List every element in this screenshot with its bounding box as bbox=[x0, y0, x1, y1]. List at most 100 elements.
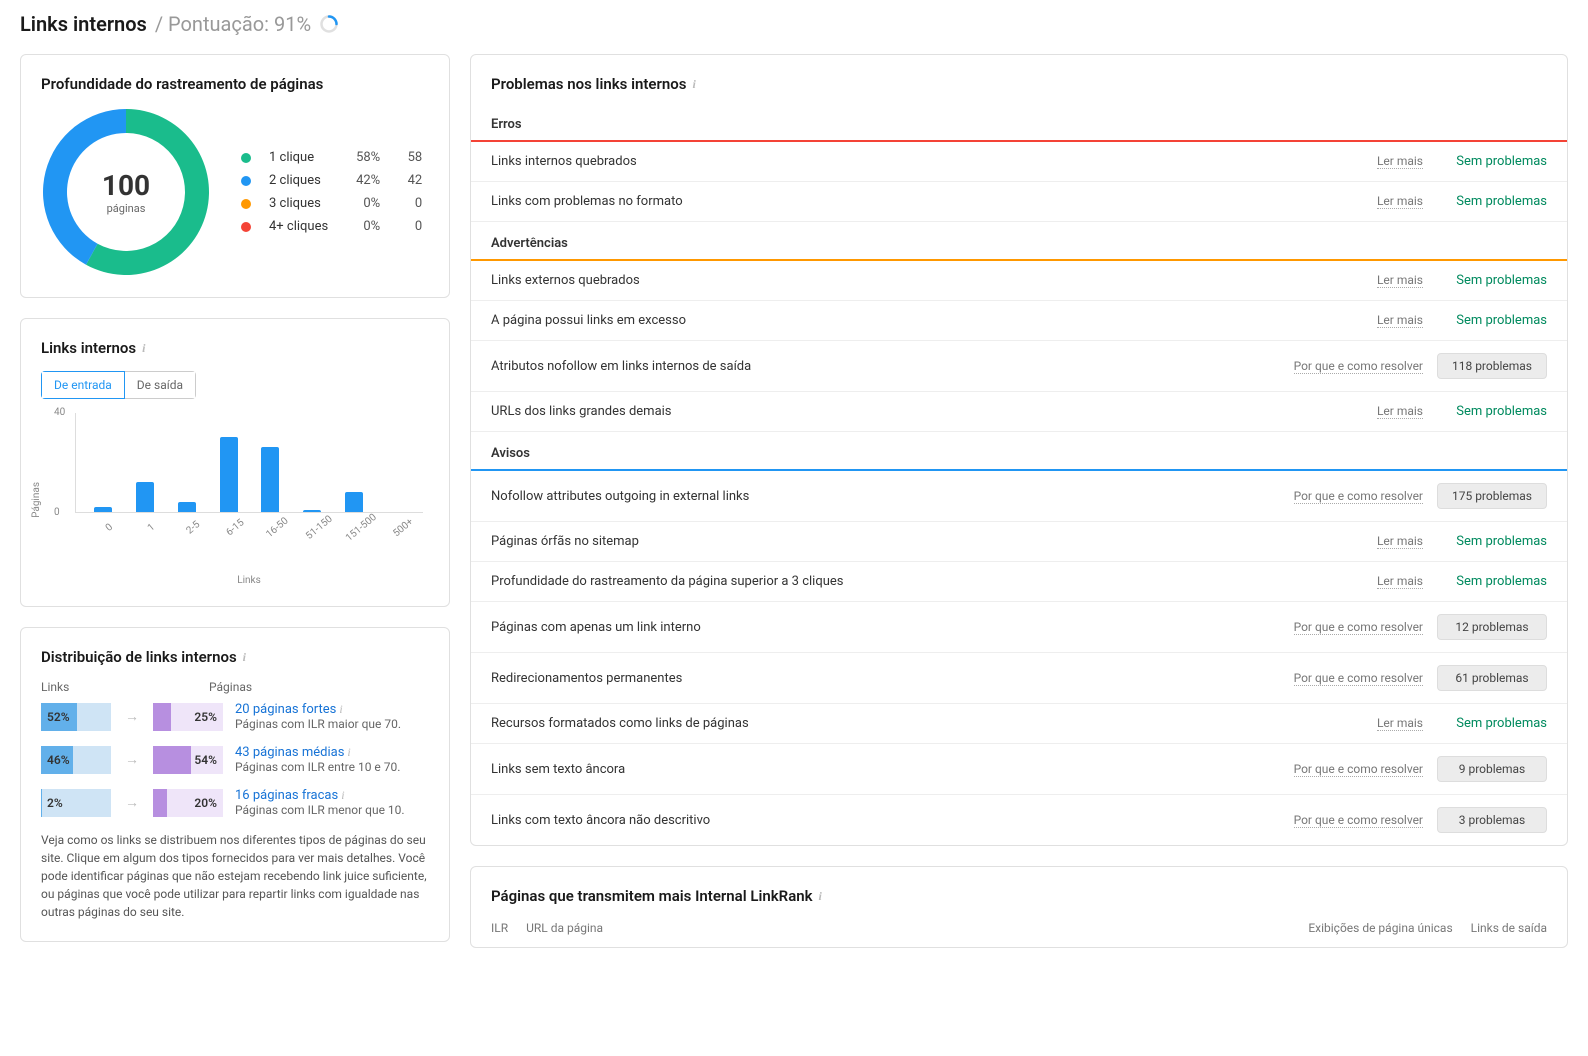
resolve-link[interactable]: Por que e como resolver bbox=[1294, 489, 1423, 504]
dist-link[interactable]: 20 páginas fortes bbox=[235, 702, 336, 717]
read-more-link[interactable]: Ler mais bbox=[1377, 194, 1423, 209]
info-icon[interactable]: i bbox=[243, 650, 246, 665]
donut-center-sub: páginas bbox=[107, 202, 146, 215]
issue-row: Links sem texto âncora Por que e como res… bbox=[471, 744, 1567, 795]
dist-col-links: Links bbox=[41, 680, 111, 694]
bar[interactable] bbox=[210, 437, 248, 512]
legend-label: 4+ cliques bbox=[269, 219, 328, 234]
issue-name: Páginas com apenas um link interno bbox=[491, 620, 1280, 635]
status-badge[interactable]: 12 problemas bbox=[1437, 614, 1547, 640]
dist-bar-links: 52% bbox=[41, 703, 111, 731]
crawl-depth-card: Profundidade do rastreamento de páginas … bbox=[20, 54, 450, 298]
issue-name: URLs dos links grandes demais bbox=[491, 404, 1363, 419]
read-more-link[interactable]: Ler mais bbox=[1377, 404, 1423, 419]
status-badge[interactable]: 3 problemas bbox=[1437, 807, 1547, 833]
distribution-row: 2%→20%16 páginas fracas iPáginas com ILR… bbox=[41, 788, 429, 817]
info-icon[interactable]: i bbox=[344, 745, 350, 759]
dist-bar-pages: 20% bbox=[153, 789, 223, 817]
issue-name: Profundidade do rastreamento da página s… bbox=[491, 574, 1363, 589]
dist-sub: Páginas com ILR maior que 70. bbox=[235, 717, 429, 731]
info-icon[interactable]: i bbox=[338, 788, 344, 802]
read-more-link[interactable]: Ler mais bbox=[1377, 534, 1423, 549]
linkrank-title: Páginas que transmitem mais Internal Lin… bbox=[491, 887, 813, 905]
legend-dot bbox=[241, 222, 251, 232]
tab-de-entrada[interactable]: De entrada bbox=[41, 371, 125, 399]
status-badge[interactable]: 61 problemas bbox=[1437, 665, 1547, 691]
issue-row: Links externos quebradosLer maisSem prob… bbox=[471, 261, 1567, 301]
x-axis-label: Links bbox=[75, 575, 423, 586]
status-badge[interactable]: 118 problemas bbox=[1437, 353, 1547, 379]
read-more-link[interactable]: Ler mais bbox=[1377, 313, 1423, 328]
legend-pct: 58% bbox=[346, 150, 380, 165]
legend-count: 42 bbox=[398, 173, 422, 188]
info-icon[interactable]: i bbox=[142, 341, 145, 356]
issue-section-title: Advertências bbox=[471, 222, 1567, 259]
issue-row: Profundidade do rastreamento da página s… bbox=[471, 562, 1567, 602]
legend-count: 58 bbox=[398, 150, 422, 165]
bar-chart: Páginas 400 012-56-1516-5051-150151-5005… bbox=[41, 413, 429, 586]
legend-dot bbox=[241, 153, 251, 163]
issue-name: Recursos formatados como links de página… bbox=[491, 716, 1363, 731]
resolve-link[interactable]: Por que e como resolver bbox=[1294, 762, 1423, 777]
info-icon[interactable]: i bbox=[692, 77, 695, 92]
issue-row: A página possui links em excessoLer mais… bbox=[471, 301, 1567, 341]
dist-sub: Páginas com ILR menor que 10. bbox=[235, 803, 429, 817]
issue-name: Links externos quebrados bbox=[491, 273, 1363, 288]
issue-row: Recursos formatados como links de página… bbox=[471, 704, 1567, 744]
bar-xlabel: 500+ bbox=[381, 507, 429, 554]
issue-row: URLs dos links grandes demaisLer maisSem… bbox=[471, 392, 1567, 432]
resolve-link[interactable]: Por que e como resolver bbox=[1294, 620, 1423, 635]
dist-bar-links: 2% bbox=[41, 789, 111, 817]
dist-text: 16 páginas fracas iPáginas com ILR menor… bbox=[235, 788, 429, 817]
status-ok: Sem problemas bbox=[1437, 534, 1547, 549]
status-badge[interactable]: 9 problemas bbox=[1437, 756, 1547, 782]
resolve-link[interactable]: Por que e como resolver bbox=[1294, 671, 1423, 686]
links-chart-title: Links internos bbox=[41, 339, 136, 357]
tab-de-saída[interactable]: De saída bbox=[125, 371, 196, 399]
legend-pct: 42% bbox=[346, 173, 380, 188]
loading-spinner-icon bbox=[319, 14, 339, 34]
distribution-card: Distribuição de links internos i Links P… bbox=[20, 627, 450, 942]
status-ok: Sem problemas bbox=[1437, 313, 1547, 328]
legend-label: 1 clique bbox=[269, 150, 328, 165]
issue-name: Links com problemas no formato bbox=[491, 194, 1363, 209]
issue-section-title: Erros bbox=[471, 103, 1567, 140]
y-axis-label: Páginas bbox=[31, 482, 42, 518]
distribution-title: Distribuição de links internos bbox=[41, 648, 237, 666]
bar[interactable] bbox=[252, 447, 290, 512]
info-icon[interactable]: i bbox=[336, 702, 342, 716]
issue-name: Nofollow attributes outgoing in external… bbox=[491, 489, 1280, 504]
read-more-link[interactable]: Ler mais bbox=[1377, 574, 1423, 589]
legend-pct: 0% bbox=[346, 219, 380, 234]
read-more-link[interactable]: Ler mais bbox=[1377, 273, 1423, 288]
dist-link[interactable]: 43 páginas médias bbox=[235, 745, 344, 760]
table-col: URL da página bbox=[526, 921, 603, 935]
legend-dot bbox=[241, 176, 251, 186]
dist-link[interactable]: 16 páginas fracas bbox=[235, 788, 338, 803]
read-more-link[interactable]: Ler mais bbox=[1377, 716, 1423, 731]
legend-count: 0 bbox=[398, 219, 422, 234]
table-col: Links de saída bbox=[1471, 921, 1547, 935]
issue-row: Páginas órfãs no sitemapLer maisSem prob… bbox=[471, 522, 1567, 562]
issue-name: Links internos quebrados bbox=[491, 154, 1363, 169]
issue-name: Redirecionamentos permanentes bbox=[491, 671, 1280, 686]
resolve-link[interactable]: Por que e como resolver bbox=[1294, 359, 1423, 374]
issue-name: Links sem texto âncora bbox=[491, 762, 1280, 777]
legend-label: 2 cliques bbox=[269, 173, 328, 188]
status-ok: Sem problemas bbox=[1437, 154, 1547, 169]
dist-text: 20 páginas fortes iPáginas com ILR maior… bbox=[235, 702, 429, 731]
issues-card: Problemas nos links internos i ErrosLink… bbox=[470, 54, 1568, 846]
arrow-right-icon: → bbox=[123, 708, 141, 725]
read-more-link[interactable]: Ler mais bbox=[1377, 154, 1423, 169]
linkrank-card: Páginas que transmitem mais Internal Lin… bbox=[470, 866, 1568, 948]
links-chart-card: Links internos i De entradaDe saída Pági… bbox=[20, 318, 450, 607]
issue-row: Redirecionamentos permanentes Por que e c… bbox=[471, 653, 1567, 704]
info-icon[interactable]: i bbox=[819, 889, 822, 904]
resolve-link[interactable]: Por que e como resolver bbox=[1294, 813, 1423, 828]
dist-bar-pages: 25% bbox=[153, 703, 223, 731]
arrow-right-icon: → bbox=[123, 751, 141, 768]
issue-row: Links internos quebrados Ler mais Sem prob… bbox=[471, 142, 1567, 182]
status-badge[interactable]: 175 problemas bbox=[1437, 483, 1547, 509]
dist-bar-links: 46% bbox=[41, 746, 111, 774]
legend-count: 0 bbox=[398, 196, 422, 211]
